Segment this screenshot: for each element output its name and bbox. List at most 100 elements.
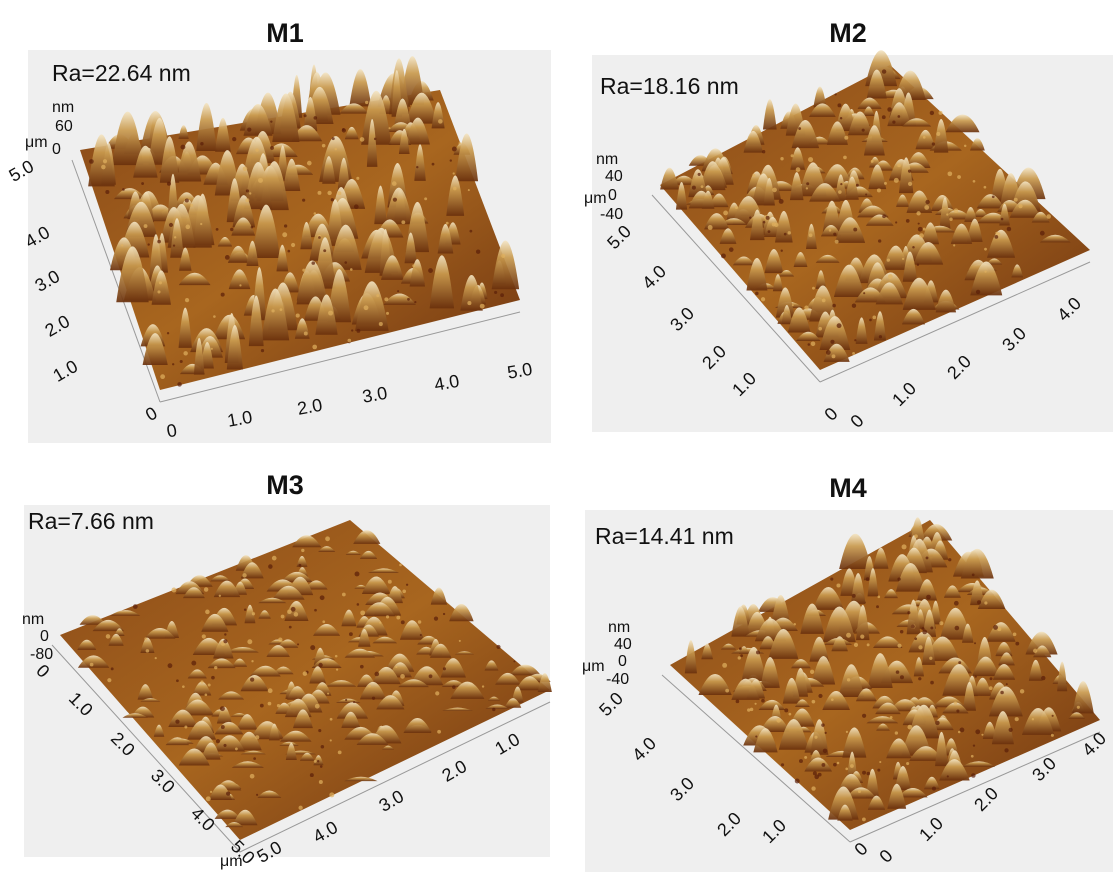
surface-speckle [315,704,320,709]
surface-speckle [282,232,287,237]
surface-speckle [761,699,765,703]
surface-speckle [799,759,803,763]
surface-speckle [918,223,920,225]
surface-speckle [897,577,900,580]
surface-speckle [280,308,283,311]
surface-speckle [173,244,175,246]
surface-speckle [791,154,794,157]
z-tick-label: 60 [55,118,73,135]
surface-speckle [809,233,813,237]
surface-speckle [252,612,255,615]
surface-speckle [930,111,934,115]
surface-speckle [835,93,837,95]
surface-speckle [246,189,249,192]
surface-speckle [243,166,248,171]
surface-speckle [914,637,917,640]
surface-speckle [907,725,912,730]
surface-speckle [818,327,822,331]
surface-speckle [244,608,246,610]
surface-speckle [496,645,500,649]
surface-speckle [866,577,870,581]
surface-speckle [345,699,347,701]
surface-speckle [738,656,741,659]
surface-speckle [407,298,410,301]
surface-speckle [301,549,304,552]
surface-speckle [895,731,898,734]
surface-speckle [450,159,452,161]
surface-speckle [897,115,900,118]
surface-speckle [912,246,914,248]
surface-speckle [975,675,977,677]
surface-speckle [182,685,185,688]
surface-speckle [768,230,771,233]
surface-speckle [318,729,321,732]
surface-speckle [396,616,400,620]
surface-speckle [752,174,755,177]
z-unit: nm [22,611,44,628]
surface-speckle [399,564,402,567]
surface-speckle [101,165,106,170]
surface-speckle [318,663,322,667]
surface-speckle [338,750,342,754]
surface-speckle [388,580,392,584]
surface-speckle [926,556,929,559]
surface-speckle [270,120,272,122]
surface-speckle [190,204,193,207]
surface-speckle [925,200,929,204]
surface-speckle [812,700,816,704]
surface-speckle [360,610,365,615]
surface-speckle [1077,706,1080,709]
surface-speckle [89,159,94,164]
surface-speckle [90,663,94,667]
surface-speckle [356,329,360,333]
surface-speckle [865,193,867,195]
surface-speckle [314,760,317,763]
surface-speckle [322,144,326,148]
surface-speckle [878,239,881,242]
surface-speckle [434,616,438,620]
surface-speckle [331,198,334,201]
surface-speckle [1052,715,1054,717]
surface-speckle [256,794,258,796]
surface-speckle [929,657,932,660]
surface-speckle [992,195,995,198]
surface-speckle [869,319,872,322]
surface-speckle [357,603,360,606]
surface-speckle [882,69,886,73]
surface-speckle [846,633,851,638]
surface-speckle [954,701,957,704]
surface-speckle [692,186,696,190]
surface-speckle [954,208,959,213]
surface-speckle [1015,642,1019,646]
z-tick-label: 0 [40,628,49,645]
surface-speckle [993,625,998,630]
surface-speckle [740,654,743,657]
surface-speckle [314,212,317,215]
surface-speckle [379,322,383,326]
surface-speckle [821,723,824,726]
surface-speckle [169,223,173,227]
surface-speckle [761,297,765,301]
surface-speckle [372,697,375,700]
surface-speckle [854,339,856,341]
surface-speckle [429,674,433,678]
surface-speckle [392,181,397,186]
surface-speckle [850,764,854,768]
surface-speckle [906,219,910,223]
surface-speckle [936,132,940,136]
figure: M1Ra=22.64 nmnmμm6005.04.03.02.01.0001.0… [0,0,1113,877]
surface-speckle [106,634,110,638]
surface-speckle [1000,691,1004,695]
surface-speckle [239,284,241,286]
surface-speckle [847,678,850,681]
surface-speckle [949,218,952,221]
surface-speckle [175,720,179,724]
surface-speckle [708,225,713,230]
surface-speckle [722,663,727,668]
surface-speckle [747,708,750,711]
surface-speckle [318,191,322,195]
surface-speckle [467,301,471,305]
surface-speckle [918,645,922,649]
surface-speckle [804,756,807,759]
z-tick-label: 0 [608,187,617,204]
